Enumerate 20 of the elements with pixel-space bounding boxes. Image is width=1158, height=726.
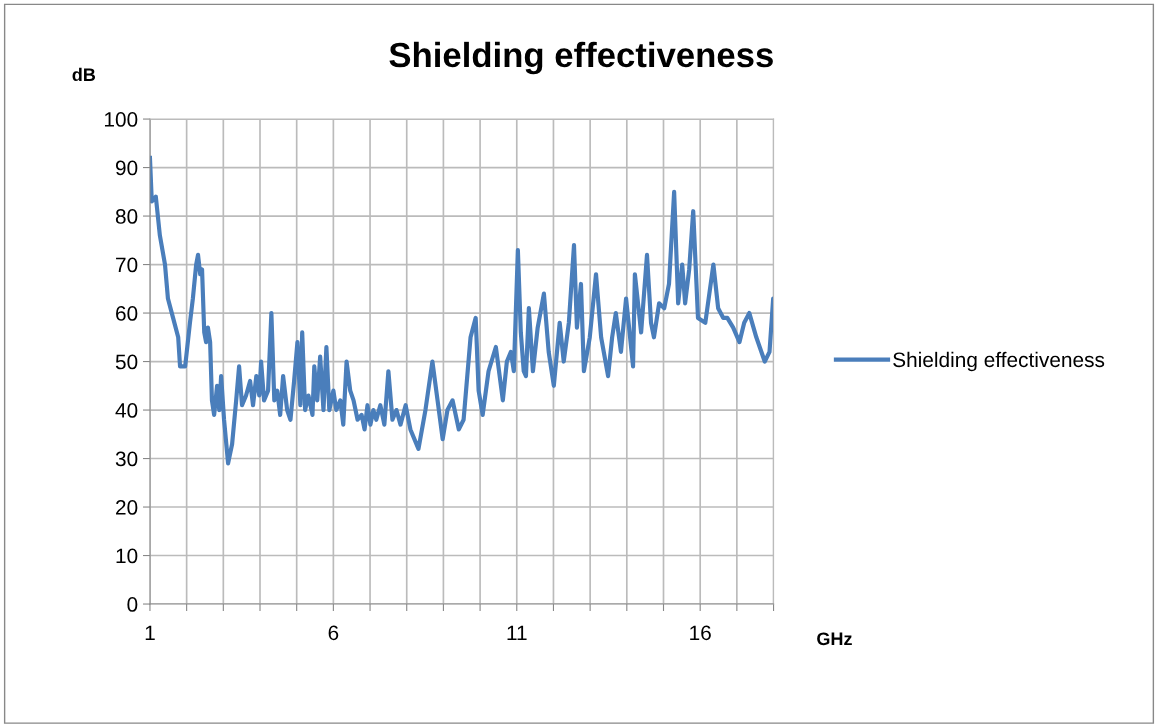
y-axis-title: dB [72, 67, 96, 82]
y-tick-label: 60 [116, 306, 138, 321]
chart-title: Shielding effectiveness [389, 41, 773, 75]
y-tick-label: 10 [116, 548, 138, 564]
y-tick-label: 50 [115, 354, 138, 370]
line-series [149, 155, 774, 466]
y-tick-label: 30 [115, 451, 138, 467]
x-tick-label: 6 [328, 625, 339, 641]
y-tick-label: 0 [127, 597, 138, 612]
x-axis-title: GHz [817, 632, 852, 646]
x-tick-label: 1 [145, 625, 155, 640]
y-tick-label: 20 [116, 500, 138, 515]
x-tick-label: 11 [507, 625, 527, 640]
x-tick-label: 16 [690, 625, 711, 641]
legend-label: Shielding effectiveness [893, 351, 1105, 372]
y-tick-label: 100 [104, 112, 138, 127]
y-tick-label: 70 [116, 257, 138, 273]
y-tick-label: 90 [115, 160, 138, 176]
y-tick-label: 40 [115, 403, 138, 418]
y-tick-label: 80 [115, 209, 138, 224]
